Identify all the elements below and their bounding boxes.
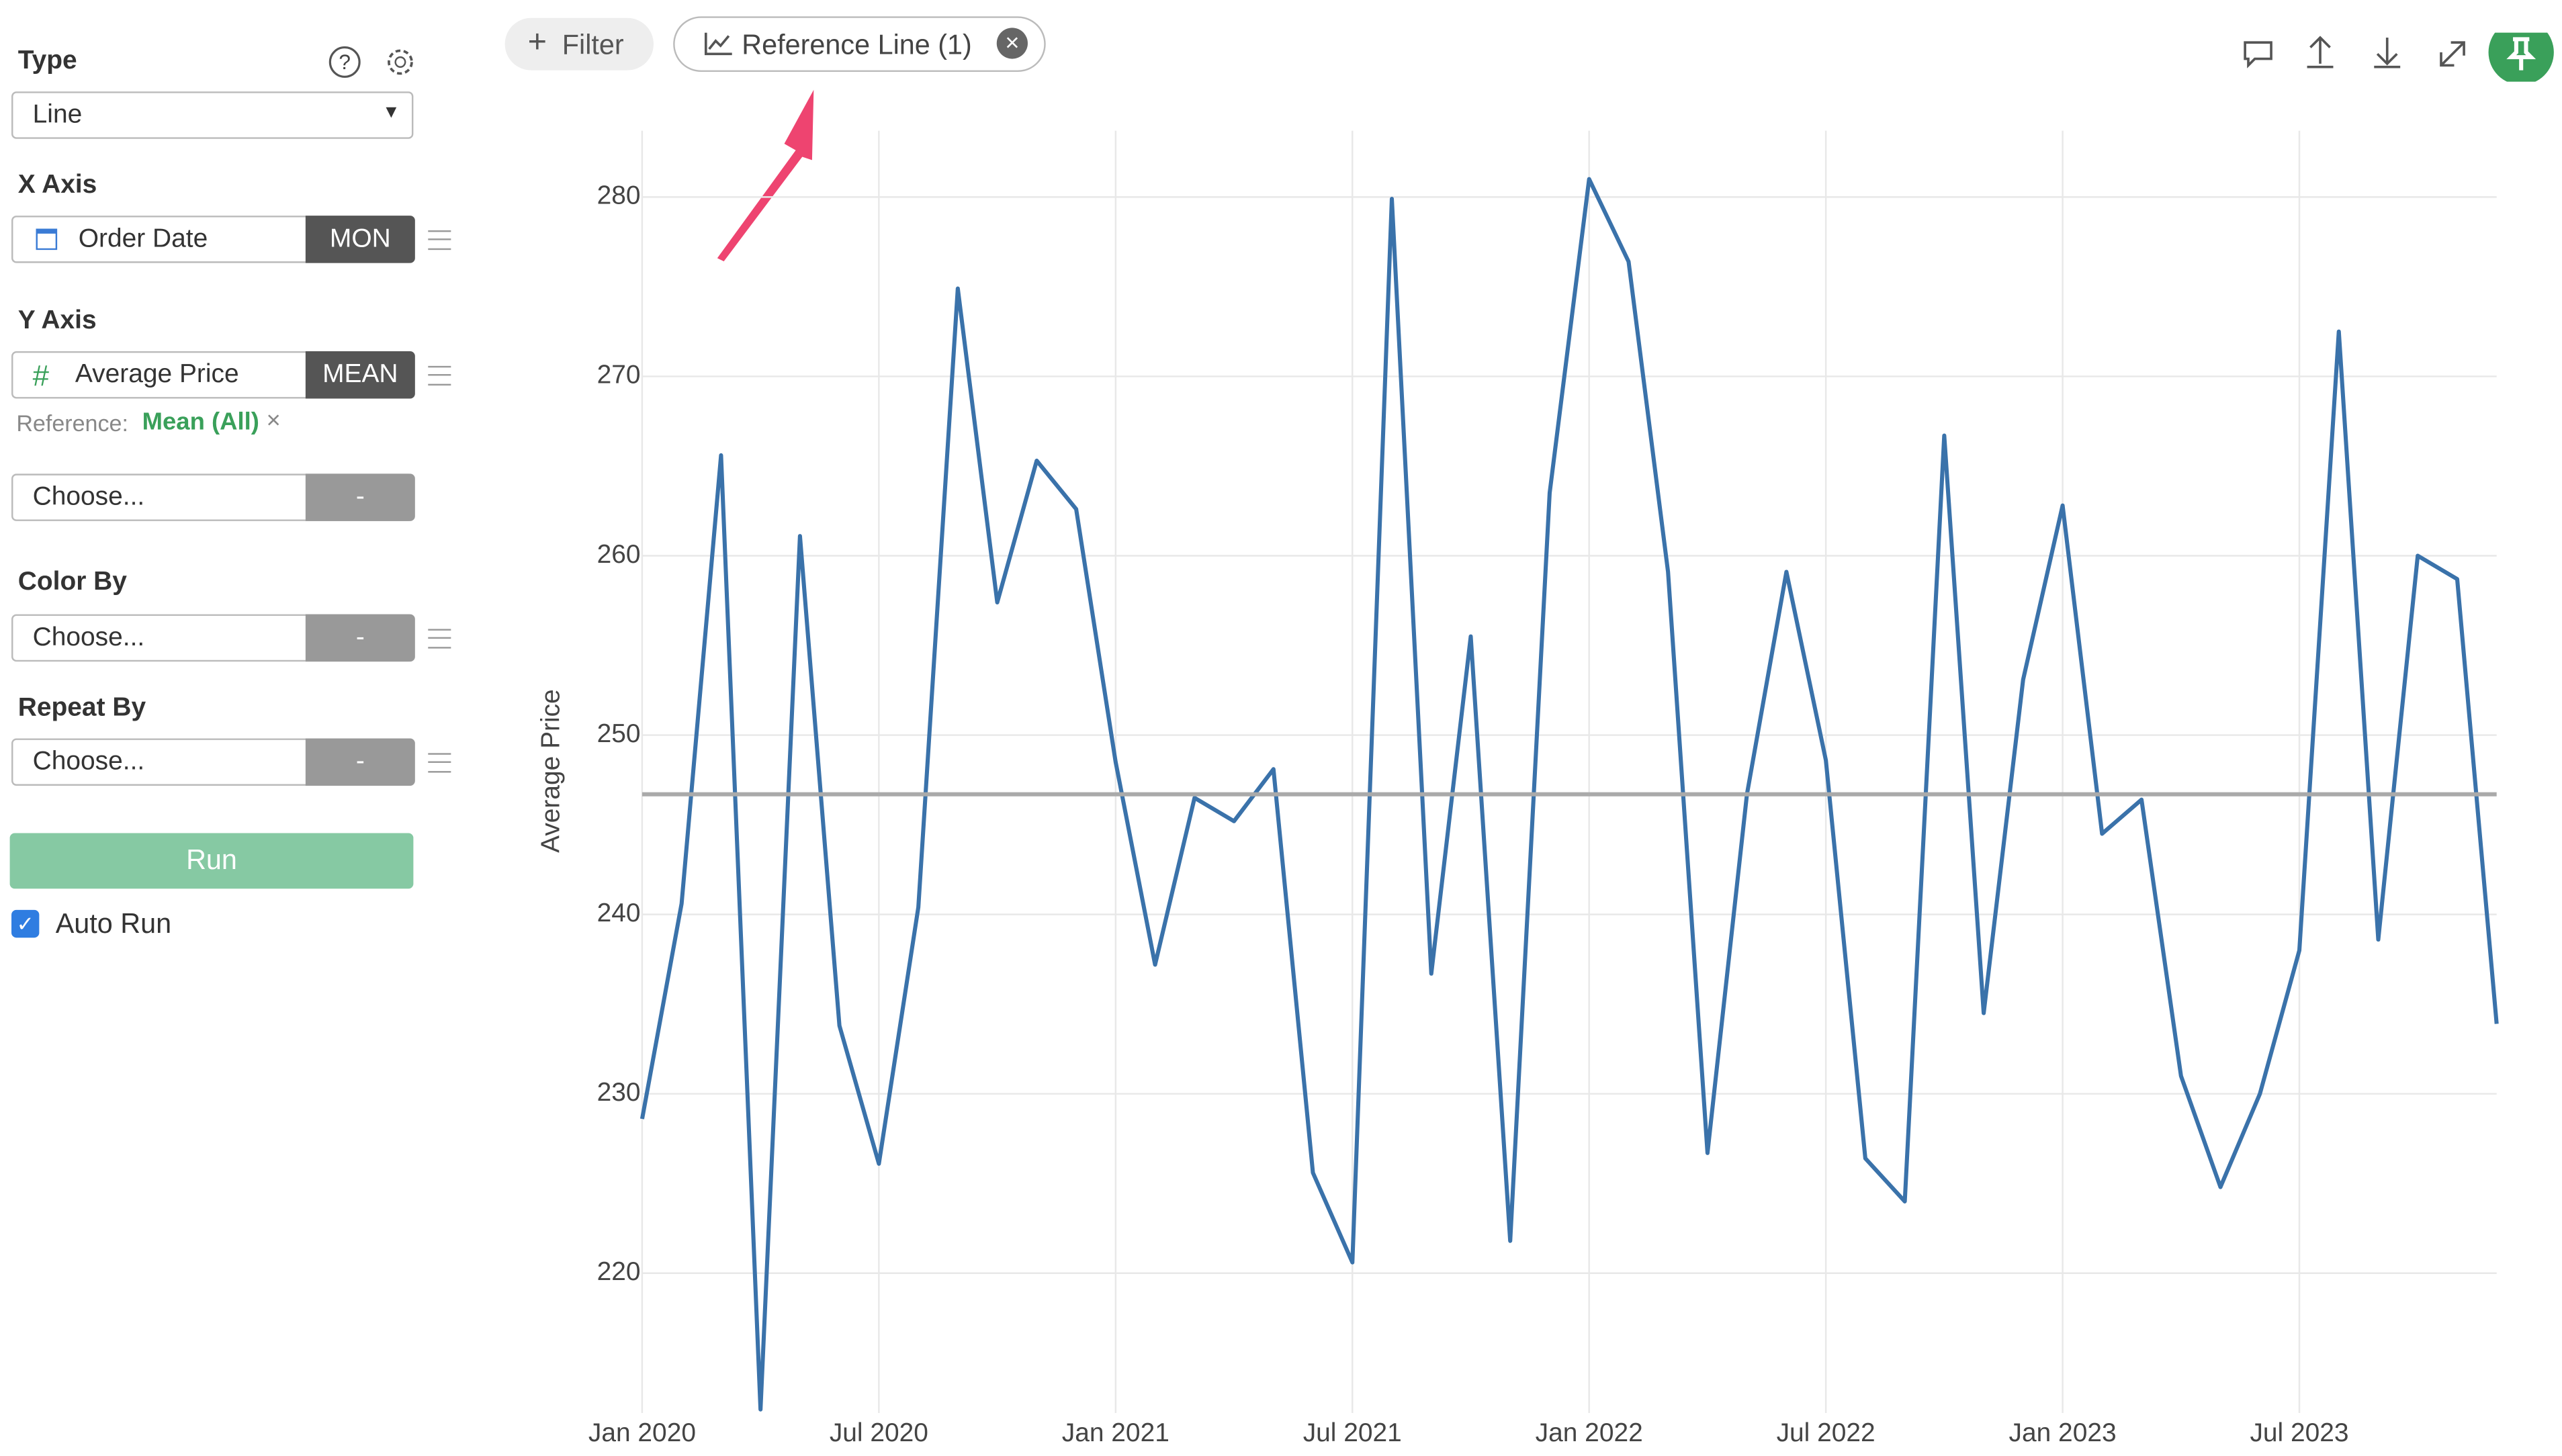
type-select[interactable]: Line ▼ <box>11 91 414 139</box>
repeat-by-label: Repeat By <box>17 694 146 723</box>
y-agg[interactable]: MEAN <box>305 351 415 399</box>
auto-run-label: Auto Run <box>55 908 172 940</box>
caret: ▼ <box>382 103 400 123</box>
menu[interactable] <box>428 365 451 386</box>
chart-icon <box>704 32 732 56</box>
y-tick-label: 240 <box>597 899 641 927</box>
svg-text:?: ? <box>339 50 351 74</box>
x-tick-label: Jul 2023 <box>2250 1418 2348 1447</box>
x-field-name: Order Date <box>78 225 208 254</box>
x-agg[interactable]: MON <box>305 216 415 263</box>
type-value: Line <box>32 101 83 130</box>
reference-value[interactable]: Mean (All) <box>142 408 259 437</box>
y-axis-title: Average Price <box>536 689 565 853</box>
menu[interactable] <box>428 753 451 773</box>
y-tick-label: 270 <box>597 361 641 390</box>
filter-text: Filter <box>562 29 624 60</box>
color-by-label: Color By <box>17 568 127 596</box>
placeholder: Choose... <box>32 624 145 652</box>
color-agg: - <box>305 614 415 662</box>
reference-prefix: Reference: <box>16 410 128 437</box>
filter-button[interactable]: + Filter <box>504 17 654 71</box>
icons: ? <box>328 46 413 78</box>
y-tick-label: 280 <box>597 181 641 210</box>
type-label: Type <box>17 47 77 75</box>
y-tick-label: 250 <box>597 719 641 748</box>
reference-line-button[interactable]: Reference Line (1) × <box>673 16 1046 73</box>
menu[interactable] <box>428 230 451 251</box>
y-axis-label: Y Axis <box>17 307 97 335</box>
x-axis-label: X Axis <box>17 171 97 199</box>
x-tick-label: Jul 2021 <box>1303 1418 1402 1447</box>
arrow <box>717 89 814 262</box>
placeholder: Choose... <box>32 483 145 512</box>
data-line <box>639 177 2499 1412</box>
calendar-icon <box>36 228 58 251</box>
menu[interactable] <box>428 629 451 649</box>
x-tick-label: Jul 2020 <box>830 1418 928 1447</box>
remove-reference[interactable]: × <box>266 406 281 435</box>
x-tick-label: Jan 2022 <box>1536 1418 1643 1447</box>
reference-line-text: Reference Line (1) <box>742 29 972 60</box>
remove-button[interactable]: × <box>996 28 1028 59</box>
y2-agg: - <box>305 473 415 521</box>
y-tick-label: 260 <box>597 540 641 569</box>
x-tick-label: Jan 2021 <box>1062 1418 1169 1447</box>
auto-run-checkbox[interactable]: ✓ <box>11 909 40 938</box>
x-tick-label: Jul 2022 <box>1777 1418 1875 1447</box>
hash-icon: # <box>32 359 50 392</box>
x-tick-label: Jan 2023 <box>2009 1418 2117 1447</box>
toolbar-icons <box>2244 32 2554 82</box>
placeholder: Choose... <box>32 748 145 776</box>
repeat-agg: - <box>305 738 415 786</box>
run-button[interactable]: Run <box>9 833 414 889</box>
y-field-name: Average Price <box>75 361 239 389</box>
y-tick-label: 230 <box>597 1078 641 1107</box>
x-tick-label: Jan 2020 <box>588 1418 696 1447</box>
y-tick-label: 220 <box>597 1257 641 1286</box>
